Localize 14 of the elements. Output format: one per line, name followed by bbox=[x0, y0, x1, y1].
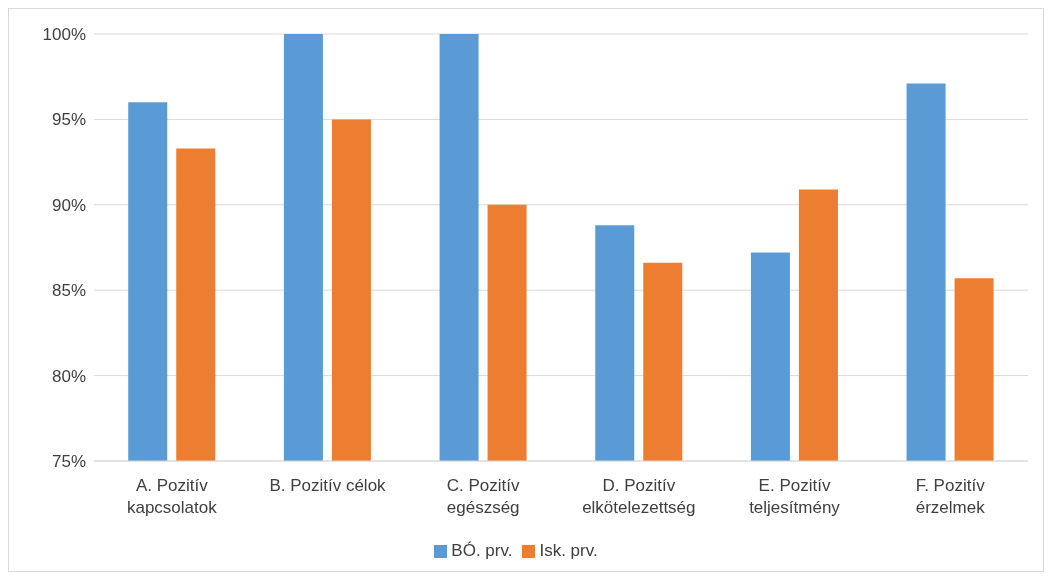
legend-label: BÓ. prv. bbox=[451, 541, 513, 560]
y-tick-label: 100% bbox=[42, 25, 86, 45]
x-tick-label: C. Pozitív egészség bbox=[446, 476, 521, 517]
x-tick-label: B. Pozitív célok bbox=[269, 476, 387, 495]
legend-label: Isk. prv. bbox=[539, 541, 598, 560]
y-tick-label: 85% bbox=[51, 281, 86, 301]
x-tick-label: E. Pozitív teljesítmény bbox=[749, 476, 841, 517]
x-tick-label: F. Pozitív érzelmek bbox=[915, 476, 986, 517]
x-tick-label: A. Pozitív kapcsolatok bbox=[126, 476, 218, 517]
y-tick-label: 80% bbox=[51, 366, 86, 386]
x-tick-label: D. Pozitív elkötelezettség bbox=[582, 476, 696, 517]
y-tick-label: 90% bbox=[51, 195, 86, 215]
y-tick-label: 95% bbox=[51, 110, 86, 130]
y-tick-label: 75% bbox=[51, 452, 86, 472]
